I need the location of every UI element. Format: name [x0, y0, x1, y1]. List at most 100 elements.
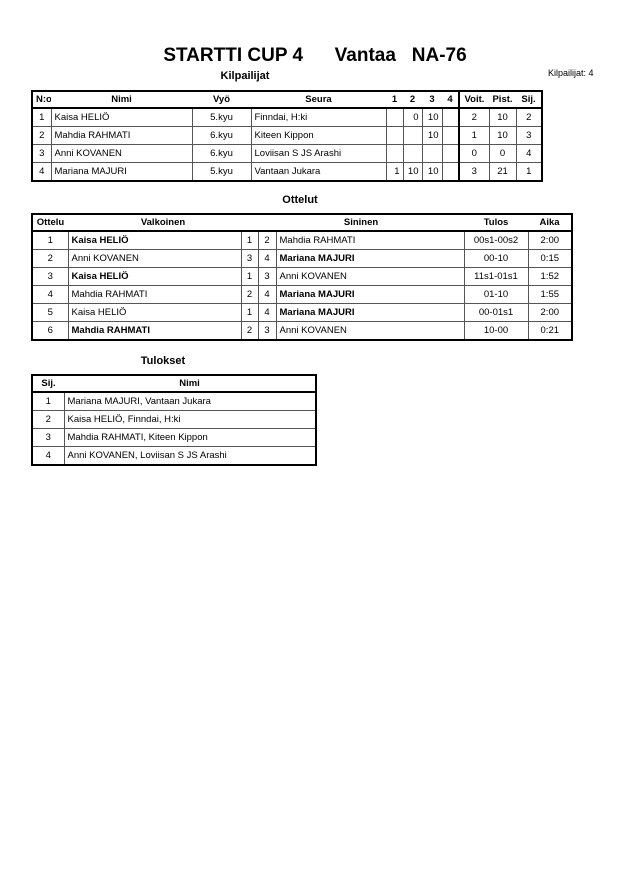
- cell-wn: 2: [240, 321, 259, 341]
- cell-result: 00-10: [463, 249, 529, 268]
- cell-white: Kaisa HELIÖ: [67, 230, 242, 250]
- col-header: Sininen: [258, 214, 465, 232]
- cell-name: Mariana MAJURI: [50, 162, 193, 182]
- cell-name: Mariana MAJURI, Vantaan Jukara: [63, 391, 317, 411]
- cell-belt: 5.kyu: [191, 162, 252, 182]
- col-header: Nimi: [51, 91, 192, 109]
- col-header: N:o: [32, 91, 51, 109]
- table-row: 2 Anni KOVANEN 3 4 Mariana MAJURI 00-10 0:15: [31, 249, 573, 268]
- table-header: Ottelu Valkoinen Sininen Tulos Aika: [32, 214, 573, 232]
- cell-wins: 3: [458, 162, 490, 182]
- table-row: 1 Kaisa HELIÖ 1 2 Mahdia RAHMATI 00s1-00s2 2:0…: [31, 230, 573, 250]
- table-row: 3 Kaisa HELIÖ 1 3 Anni KOVANEN 11s1-01s1 1:52: [31, 267, 573, 286]
- cell-blue: Anni KOVANEN: [275, 321, 465, 341]
- competitors-title: Kilpailijat: [220, 70, 270, 82]
- cell-m3: 10: [421, 107, 443, 127]
- cell-m4: [441, 107, 460, 127]
- cell-club: Finndai, H:ki: [250, 107, 387, 127]
- cell-white: Mahdia RAHMATI: [67, 285, 242, 304]
- cell-no: 2: [31, 126, 52, 145]
- table-row: 4 Mariana MAJURI 5.kyu Vantaan Jukara 1 10 10 3…: [31, 162, 543, 182]
- matches-title: Ottelut: [282, 194, 318, 206]
- col-header: Sij.: [32, 375, 64, 393]
- cell-name: Mahdia RAHMATI, Kiteen Kippon: [63, 428, 317, 447]
- cell-m4: [441, 144, 460, 163]
- cell-belt: 6.kyu: [191, 144, 252, 163]
- col-header: Ottelu: [32, 214, 68, 232]
- cell-time: 0:21: [527, 321, 573, 341]
- cell-wins: 2: [458, 107, 490, 127]
- cell-club: Loviisan S JS Arashi: [250, 144, 387, 163]
- cell-bn: 3: [257, 321, 277, 341]
- cell-m4: [441, 162, 460, 182]
- cell-blue: Mariana MAJURI: [275, 285, 465, 304]
- cell-rank: 1: [31, 391, 65, 411]
- table-row: 3 Mahdia RAHMATI, Kiteen Kippon: [31, 428, 317, 447]
- cell-white: Kaisa HELIÖ: [67, 267, 242, 286]
- col-header: Nimi: [64, 375, 316, 393]
- cell-rank: 4: [515, 144, 543, 163]
- cell-rank: 4: [31, 446, 65, 466]
- cell-wn: 3: [240, 249, 259, 268]
- cell-no: 4: [31, 162, 52, 182]
- cell-no: 3: [31, 267, 69, 286]
- cell-result: 10-00: [463, 321, 529, 341]
- cell-m3: 10: [421, 162, 443, 182]
- cell-wn: 1: [240, 230, 259, 250]
- cell-no: 1: [31, 230, 69, 250]
- col-header: 1: [386, 91, 403, 109]
- col-header: 3: [422, 91, 442, 109]
- cell-points: 0: [488, 144, 517, 163]
- cell-bn: 2: [257, 230, 277, 250]
- cell-result: 01-10: [463, 285, 529, 304]
- cell-points: 10: [488, 126, 517, 145]
- cell-rank: 1: [515, 162, 543, 182]
- cell-m1: [385, 144, 404, 163]
- cell-blue: Anni KOVANEN: [275, 267, 465, 286]
- cell-wn: 2: [240, 285, 259, 304]
- cell-white: Anni KOVANEN: [67, 249, 242, 268]
- cell-rank: 3: [31, 428, 65, 447]
- cell-points: 21: [488, 162, 517, 182]
- cell-time: 2:00: [527, 303, 573, 322]
- cell-no: 6: [31, 321, 69, 341]
- cell-no: 1: [31, 107, 52, 127]
- col-header: Sij.: [516, 91, 542, 109]
- results-table: Sij. Nimi 1 Mariana MAJURI, Vantaan Jukar…: [31, 374, 317, 466]
- cell-name: Anni KOVANEN, Loviisan S JS Arashi: [63, 446, 317, 466]
- table-header: Sij. Nimi: [32, 375, 316, 393]
- cell-m3: 10: [421, 126, 443, 145]
- cell-m2: [402, 144, 423, 163]
- cell-m2: 10: [402, 162, 423, 182]
- table-row: 6 Mahdia RAHMATI 2 3 Anni KOVANEN 10-00 0:21: [31, 321, 573, 341]
- cell-points: 10: [488, 107, 517, 127]
- col-header: Aika: [528, 214, 573, 232]
- cell-wn: 1: [240, 303, 259, 322]
- cell-name: Kaisa HELIÖ, Finndai, H:ki: [63, 410, 317, 429]
- cell-time: 2:00: [527, 230, 573, 250]
- cell-result: 00-01s1: [463, 303, 529, 322]
- cell-wins: 1: [458, 126, 490, 145]
- table-header: N:o Nimi Vyö Seura 1 2 3 4 Voit. Pist. Sij.: [32, 91, 542, 109]
- cell-no: 2: [31, 249, 69, 268]
- cell-bn: 4: [257, 303, 277, 322]
- cell-belt: 5.kyu: [191, 107, 252, 127]
- cell-name: Kaisa HELIÖ: [50, 107, 193, 127]
- cell-m3: [421, 144, 443, 163]
- competitors-table: N:o Nimi Vyö Seura 1 2 3 4 Voit. Pist. Sij. 1 Kaisa…: [31, 90, 543, 182]
- cell-time: 0:15: [527, 249, 573, 268]
- table-row: 2 Mahdia RAHMATI 6.kyu Kiteen Kippon 10 1 10 3: [31, 126, 543, 145]
- cell-m1: [385, 126, 404, 145]
- col-header: Tulos: [464, 214, 529, 232]
- cell-blue: Mahdia RAHMATI: [275, 230, 465, 250]
- cell-no: 4: [31, 285, 69, 304]
- cell-bn: 3: [257, 267, 277, 286]
- cell-rank: 2: [515, 107, 543, 127]
- cell-blue: Mariana MAJURI: [275, 249, 465, 268]
- cell-name: Mahdia RAHMATI: [50, 126, 193, 145]
- cell-m1: [385, 107, 404, 127]
- cell-time: 1:55: [527, 285, 573, 304]
- table-row: 4 Anni KOVANEN, Loviisan S JS Arashi: [31, 446, 317, 466]
- cell-wins: 0: [458, 144, 490, 163]
- col-header: Vyö: [192, 91, 251, 109]
